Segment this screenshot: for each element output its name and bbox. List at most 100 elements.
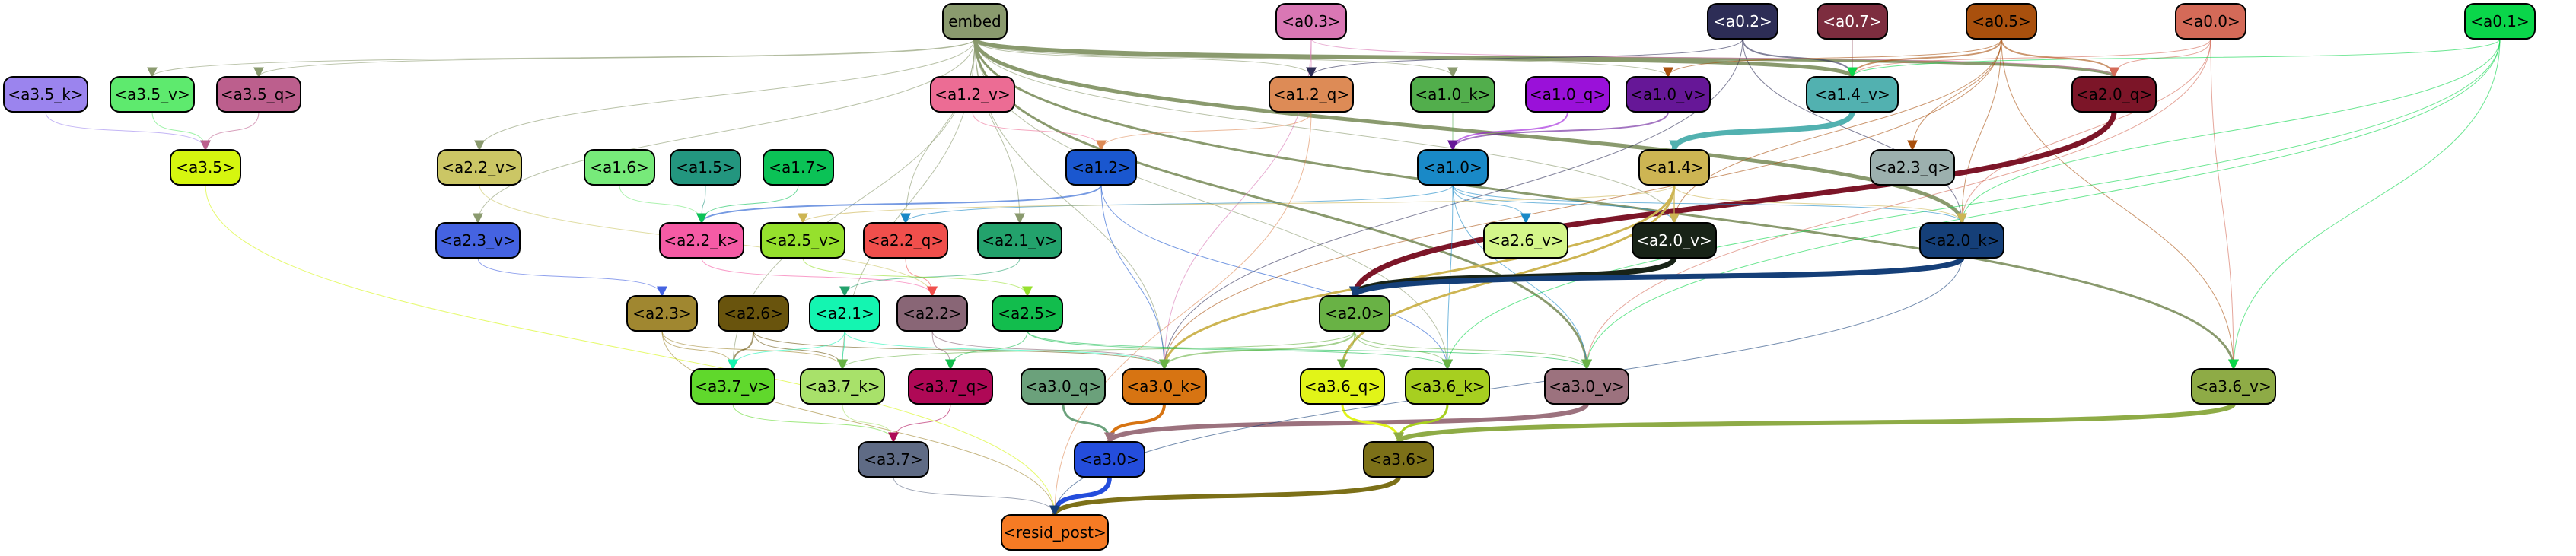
edge-a1-2-q-to-resid-post bbox=[1049, 111, 1312, 516]
edge-a1-2-to-a2-2-k bbox=[696, 184, 1102, 224]
node-a1-0-q[interactable]: <a1.0_q> bbox=[1525, 76, 1610, 113]
node-embed[interactable]: embed bbox=[942, 3, 1008, 40]
edge-a2-6-to-a3-0-k bbox=[753, 330, 1170, 370]
node-a1-0-k[interactable]: <a1.0_k> bbox=[1410, 76, 1495, 113]
node-a3-7[interactable]: <a3.7> bbox=[858, 441, 929, 478]
node-a3-5-v[interactable]: <a3.5_v> bbox=[110, 76, 195, 113]
edge-a0-2-to-a1-2-q bbox=[1306, 38, 1743, 78]
edge-a0-0-to-a2-0-k bbox=[1957, 38, 2211, 224]
node-a3-6-q[interactable]: <a3.6_q> bbox=[1300, 368, 1385, 405]
edge-embed-to-a2-1-v bbox=[974, 38, 1025, 224]
node-label: embed bbox=[948, 12, 1001, 30]
node-a1-7[interactable]: <a1.7> bbox=[763, 149, 834, 186]
node-a3-0-v[interactable]: <a3.0_v> bbox=[1544, 368, 1629, 405]
edge-embed-to-a1-0-k bbox=[974, 38, 1458, 78]
edge-a1-0-to-a2-2-q bbox=[900, 184, 1454, 224]
node-a1-2-v[interactable]: <a1.2_v> bbox=[930, 76, 1015, 113]
node-a2-0-v[interactable]: <a2.0_v> bbox=[1632, 222, 1717, 259]
edge-a3-7-to-resid-post bbox=[893, 476, 1060, 516]
node-a0-0[interactable]: <a0.0> bbox=[2175, 3, 2246, 40]
node-label: <a3.0_k> bbox=[1126, 377, 1202, 396]
node-label: <a1.0_k> bbox=[1415, 85, 1490, 103]
node-label: <a0.2> bbox=[1713, 12, 1772, 30]
node-label: <a2.3_v> bbox=[440, 231, 515, 249]
node-a2-3[interactable]: <a2.3> bbox=[626, 295, 698, 332]
node-box bbox=[1966, 3, 2037, 40]
node-box bbox=[809, 295, 880, 332]
node-a0-1[interactable]: <a0.1> bbox=[2464, 3, 2536, 40]
node-a3-7-q[interactable]: <a3.7_q> bbox=[908, 368, 993, 405]
node-a1-0-v[interactable]: <a1.0_v> bbox=[1626, 76, 1711, 113]
edge-a1-4-to-a3-0-k bbox=[1159, 184, 1676, 370]
node-a1-2-q[interactable]: <a1.2_q> bbox=[1269, 76, 1354, 113]
node-a1-4-v[interactable]: <a1.4_v> bbox=[1806, 76, 1899, 113]
edge-a3-7-k-to-a3-7 bbox=[842, 403, 899, 443]
edge-a0-1-to-a3-6-k bbox=[1442, 38, 2501, 370]
node-a2-2[interactable]: <a2.2> bbox=[896, 295, 968, 332]
node-a2-6[interactable]: <a2.6> bbox=[718, 295, 789, 332]
node-a3-0[interactable]: <a3.0> bbox=[1074, 441, 1145, 478]
node-a1-6[interactable]: <a1.6> bbox=[584, 149, 655, 186]
node-box bbox=[800, 368, 885, 405]
node-a0-5[interactable]: <a0.5> bbox=[1966, 3, 2037, 40]
node-a2-6-v[interactable]: <a2.6_v> bbox=[1483, 222, 1568, 259]
edge-embed-to-a1-0-v bbox=[974, 38, 1673, 78]
node-a3-6-k[interactable]: <a3.6_k> bbox=[1405, 368, 1490, 405]
node-a3-6-v[interactable]: <a3.6_v> bbox=[2191, 368, 2276, 405]
node-a3-7-k[interactable]: <a3.7_k> bbox=[800, 368, 885, 405]
node-a2-3-q[interactable]: <a2.3_q> bbox=[1870, 149, 1955, 186]
node-box bbox=[1122, 368, 1207, 405]
edge-a0-0-to-a3-0-v bbox=[1581, 38, 2211, 370]
node-a1-4[interactable]: <a1.4> bbox=[1638, 149, 1710, 186]
edge-a2-0-to-a3-0-v bbox=[1354, 330, 1592, 370]
edge-a3-5-v-to-a3-5 bbox=[151, 111, 211, 151]
node-label: <a2.2_v> bbox=[441, 158, 517, 176]
node-a2-2-v[interactable]: <a2.2_v> bbox=[437, 149, 522, 186]
edge-embed-to-a3-5-v bbox=[147, 38, 976, 78]
node-a3-0-k[interactable]: <a3.0_k> bbox=[1122, 368, 1207, 405]
node-a2-1[interactable]: <a2.1> bbox=[809, 295, 880, 332]
edge-a3-5-k-to-a3-5 bbox=[45, 111, 211, 151]
node-label: <a1.6> bbox=[590, 158, 649, 176]
node-a3-5-k[interactable]: <a3.5_k> bbox=[3, 76, 88, 113]
node-a0-7[interactable]: <a0.7> bbox=[1817, 3, 1888, 40]
node-box bbox=[1001, 514, 1109, 551]
node-box bbox=[435, 222, 521, 259]
node-a1-5[interactable]: <a1.5> bbox=[670, 149, 741, 186]
node-a3-0-q[interactable]: <a3.0_q> bbox=[1021, 368, 1106, 405]
node-a2-0[interactable]: <a2.0> bbox=[1319, 295, 1390, 332]
node-a2-0-q[interactable]: <a2.0_q> bbox=[2071, 76, 2157, 113]
node-label: <a3.6_v> bbox=[2195, 377, 2271, 396]
node-a2-2-q[interactable]: <a2.2_q> bbox=[863, 222, 948, 259]
edge-a2-0-to-a3-6-q bbox=[1337, 330, 1355, 370]
node-a2-3-v[interactable]: <a2.3_v> bbox=[435, 222, 521, 259]
node-a3-5-q[interactable]: <a3.5_q> bbox=[216, 76, 301, 113]
node-a2-5[interactable]: <a2.5> bbox=[992, 295, 1063, 332]
node-a2-1-v[interactable]: <a2.1_v> bbox=[977, 222, 1062, 259]
node-a1-0[interactable]: <a1.0> bbox=[1417, 149, 1489, 186]
node-a0-2[interactable]: <a0.2> bbox=[1707, 3, 1778, 40]
node-label: <a1.2_q> bbox=[1273, 85, 1349, 103]
node-box bbox=[863, 222, 948, 259]
node-label: <a1.5> bbox=[676, 158, 735, 176]
node-label: <a3.6_q> bbox=[1304, 377, 1380, 396]
node-a2-5-v[interactable]: <a2.5_v> bbox=[760, 222, 845, 259]
node-box bbox=[942, 3, 1008, 40]
node-box bbox=[896, 295, 968, 332]
node-a3-6[interactable]: <a3.6> bbox=[1363, 441, 1434, 478]
node-a0-3[interactable]: <a0.3> bbox=[1275, 3, 1347, 40]
node-a2-0-k[interactable]: <a2.0_k> bbox=[1919, 222, 2004, 259]
node-a2-2-k[interactable]: <a2.2_k> bbox=[659, 222, 744, 259]
node-a1-2[interactable]: <a1.2> bbox=[1065, 149, 1137, 186]
node-label: <a1.4_v> bbox=[1814, 85, 1890, 103]
edge-a0-5-to-a1-0-v bbox=[1663, 38, 2002, 78]
edge-a2-3-to-a3-7-k bbox=[661, 330, 848, 370]
node-a3-5[interactable]: <a3.5> bbox=[170, 149, 241, 186]
node-box bbox=[1632, 222, 1717, 259]
node-label: <a2.1_v> bbox=[982, 231, 1057, 249]
node-a3-7-v[interactable]: <a3.7_v> bbox=[690, 368, 775, 405]
edge-a2-0-q-to-a2-0 bbox=[1349, 111, 2117, 297]
node-box bbox=[1065, 149, 1137, 186]
node-resid-post[interactable]: <resid_post> bbox=[1001, 514, 1109, 551]
node-label: <a2.1> bbox=[815, 304, 874, 322]
